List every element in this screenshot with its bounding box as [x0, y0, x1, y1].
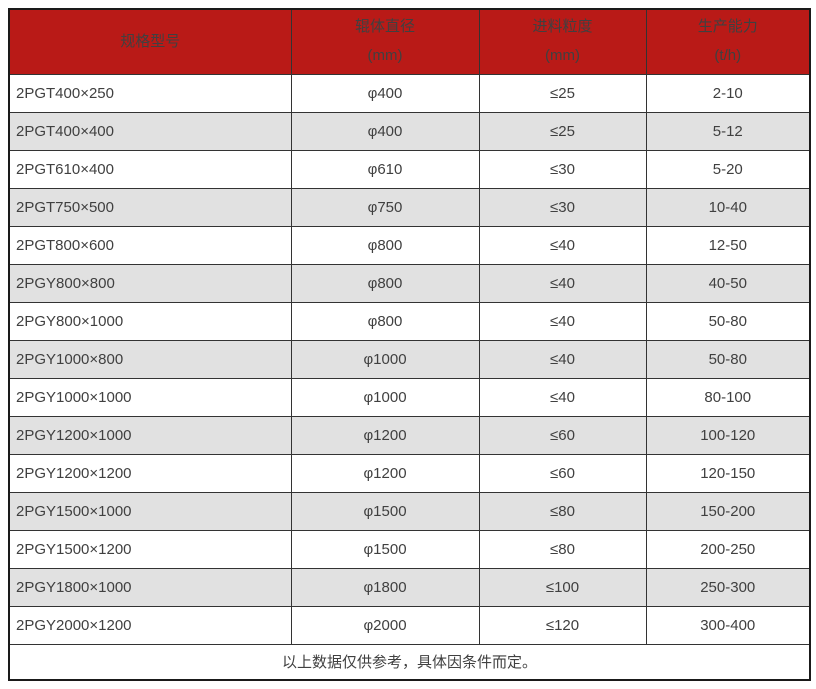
feed-size-cell: ≤40 [478, 263, 647, 303]
feed-size-cell: ≤40 [478, 225, 647, 265]
feed-size-cell: ≤40 [478, 377, 647, 417]
capacity-cell: 100-120 [645, 415, 811, 455]
column-title: 进料粒度 [532, 18, 593, 36]
diameter-cell: φ1500 [290, 529, 480, 569]
model-cell: 2PGY800×800 [8, 263, 292, 303]
capacity-cell: 50-80 [645, 339, 811, 379]
model-cell: 2PGY1500×1200 [8, 529, 292, 569]
column-unit: (mm) [545, 47, 580, 65]
column-unit: (mm) [367, 47, 403, 65]
table-row: 2PGY1200×1200 φ1200 ≤60 120-150 [8, 453, 811, 493]
footer-note: 以上数据仅供参考，具体因条件而定。 [8, 643, 811, 681]
model-cell: 2PGT610×400 [8, 149, 292, 189]
table-row: 2PGT750×500 φ750 ≤30 10-40 [8, 187, 811, 227]
model-cell: 2PGY1500×1000 [8, 491, 292, 531]
column-title: 生产能力 [697, 18, 758, 36]
column-unit: (t/h) [714, 47, 742, 65]
model-cell: 2PGY1200×1200 [8, 453, 292, 493]
diameter-cell: φ800 [290, 263, 480, 303]
diameter-cell: φ400 [290, 111, 480, 151]
feed-size-cell: ≤40 [478, 339, 647, 379]
model-cell: 2PGY1200×1000 [8, 415, 292, 455]
diameter-cell: φ800 [290, 225, 480, 265]
capacity-cell: 250-300 [645, 567, 811, 607]
model-cell: 2PGY1800×1000 [8, 567, 292, 607]
model-cell: 2PGT400×400 [8, 111, 292, 151]
column-header-model: 规格型号 [8, 8, 292, 75]
header-row: 规格型号 辊体直径 (mm) 进料粒度 (mm) 生产能力 (t/h) [8, 8, 811, 75]
feed-size-cell: ≤40 [478, 301, 647, 341]
table-row: 2PGT610×400 φ610 ≤30 5-20 [8, 149, 811, 189]
feed-size-cell: ≤60 [478, 453, 647, 493]
model-cell: 2PGY2000×1200 [8, 605, 292, 645]
feed-size-cell: ≤120 [478, 605, 647, 645]
specification-table: 规格型号 辊体直径 (mm) 进料粒度 (mm) 生产能力 (t/h) 2PGT… [8, 8, 811, 681]
table-row: 2PGY2000×1200 φ2000 ≤120 300-400 [8, 605, 811, 645]
table-body: 2PGT400×250 φ400 ≤25 2-10 2PGT400×400 φ400 ≤25… [8, 73, 811, 645]
diameter-cell: φ800 [290, 301, 480, 341]
column-title: 规格型号 [120, 32, 181, 50]
capacity-cell: 2-10 [645, 73, 811, 113]
column-header-roller-diameter: 辊体直径 (mm) [290, 8, 480, 75]
capacity-cell: 10-40 [645, 187, 811, 227]
feed-size-cell: ≤80 [478, 529, 647, 569]
model-cell: 2PGT400×250 [8, 73, 292, 113]
table-row: 2PGY1200×1000 φ1200 ≤60 100-120 [8, 415, 811, 455]
capacity-cell: 80-100 [645, 377, 811, 417]
model-cell: 2PGY800×1000 [8, 301, 292, 341]
table-row: 2PGT400×400 φ400 ≤25 5-12 [8, 111, 811, 151]
capacity-cell: 40-50 [645, 263, 811, 303]
model-cell: 2PGT800×600 [8, 225, 292, 265]
capacity-cell: 12-50 [645, 225, 811, 265]
table-row: 2PGY800×800 φ800 ≤40 40-50 [8, 263, 811, 303]
table-row: 2PGY800×1000 φ800 ≤40 50-80 [8, 301, 811, 341]
table-header: 规格型号 辊体直径 (mm) 进料粒度 (mm) 生产能力 (t/h) [8, 8, 811, 75]
table-row: 2PGY1000×800 φ1000 ≤40 50-80 [8, 339, 811, 379]
feed-size-cell: ≤30 [478, 187, 647, 227]
feed-size-cell: ≤25 [478, 111, 647, 151]
capacity-cell: 50-80 [645, 301, 811, 341]
capacity-cell: 120-150 [645, 453, 811, 493]
capacity-cell: 5-20 [645, 149, 811, 189]
model-cell: 2PGY1000×1000 [8, 377, 292, 417]
diameter-cell: φ1000 [290, 377, 480, 417]
capacity-cell: 300-400 [645, 605, 811, 645]
diameter-cell: φ750 [290, 187, 480, 227]
capacity-cell: 150-200 [645, 491, 811, 531]
column-header-feed-size: 进料粒度 (mm) [478, 8, 647, 75]
column-header-capacity: 生产能力 (t/h) [645, 8, 811, 75]
feed-size-cell: ≤60 [478, 415, 647, 455]
capacity-cell: 200-250 [645, 529, 811, 569]
feed-size-cell: ≤25 [478, 73, 647, 113]
table-footer: 以上数据仅供参考，具体因条件而定。 [8, 643, 811, 681]
diameter-cell: φ610 [290, 149, 480, 189]
diameter-cell: φ1500 [290, 491, 480, 531]
table-row: 2PGY1800×1000 φ1800 ≤100 250-300 [8, 567, 811, 607]
feed-size-cell: ≤100 [478, 567, 647, 607]
diameter-cell: φ400 [290, 73, 480, 113]
table-row: 2PGT800×600 φ800 ≤40 12-50 [8, 225, 811, 265]
diameter-cell: φ1800 [290, 567, 480, 607]
model-cell: 2PGT750×500 [8, 187, 292, 227]
diameter-cell: φ1000 [290, 339, 480, 379]
capacity-cell: 5-12 [645, 111, 811, 151]
table-row: 2PGY1000×1000 φ1000 ≤40 80-100 [8, 377, 811, 417]
diameter-cell: φ1200 [290, 415, 480, 455]
table-row: 2PGT400×250 φ400 ≤25 2-10 [8, 73, 811, 113]
feed-size-cell: ≤80 [478, 491, 647, 531]
model-cell: 2PGY1000×800 [8, 339, 292, 379]
footer-row: 以上数据仅供参考，具体因条件而定。 [8, 643, 811, 681]
diameter-cell: φ2000 [290, 605, 480, 645]
table-row: 2PGY1500×1000 φ1500 ≤80 150-200 [8, 491, 811, 531]
diameter-cell: φ1200 [290, 453, 480, 493]
table-row: 2PGY1500×1200 φ1500 ≤80 200-250 [8, 529, 811, 569]
feed-size-cell: ≤30 [478, 149, 647, 189]
column-title: 辊体直径 [354, 18, 415, 36]
